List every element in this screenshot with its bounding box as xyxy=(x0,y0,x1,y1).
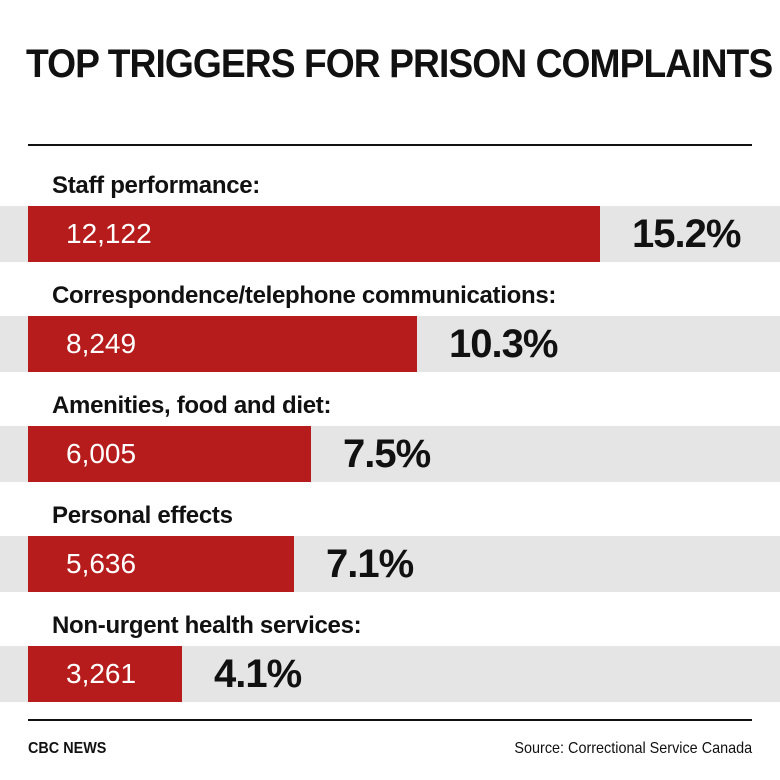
category-label: Correspondence/telephone communications: xyxy=(52,282,557,309)
percent-label: 7.5% xyxy=(343,432,431,476)
bottom-divider xyxy=(28,719,752,721)
bar-value-label: 5,636 xyxy=(66,548,137,579)
bar: 6,005 xyxy=(28,426,311,482)
category-label: Staff performance: xyxy=(52,172,260,199)
chart-title: TOP TRIGGERS FOR PRISON COMPLAINTS xyxy=(26,42,773,86)
category-label: Non-urgent health services: xyxy=(52,612,362,639)
category-label: Personal effects xyxy=(52,502,233,529)
bar: 12,122 xyxy=(28,206,600,262)
bar-track: 6,005 7.5% xyxy=(0,426,780,482)
bar-track: 8,249 10.3% xyxy=(0,316,780,372)
brand-label: CBC NEWS xyxy=(28,740,107,757)
source-label: Source: Correctional Service Canada xyxy=(514,740,752,757)
bar-value-label: 8,249 xyxy=(66,328,137,359)
bar: 8,249 xyxy=(28,316,417,372)
percent-label: 7.1% xyxy=(326,542,414,586)
bar-track: 5,636 7.1% xyxy=(0,536,780,592)
bar-track: 12,122 15.2% xyxy=(0,206,780,262)
bar-value-label: 12,122 xyxy=(66,218,152,249)
category-label: Amenities, food and diet: xyxy=(52,392,332,419)
percent-label: 15.2% xyxy=(632,212,741,256)
bar: 3,261 xyxy=(28,646,182,702)
bar-value-label: 3,261 xyxy=(66,658,137,689)
bar: 5,636 xyxy=(28,536,294,592)
percent-label: 4.1% xyxy=(214,652,302,696)
bar-track: 3,261 4.1% xyxy=(0,646,780,702)
top-divider xyxy=(28,144,752,146)
bar-value-label: 6,005 xyxy=(66,438,137,469)
percent-label: 10.3% xyxy=(449,322,558,366)
